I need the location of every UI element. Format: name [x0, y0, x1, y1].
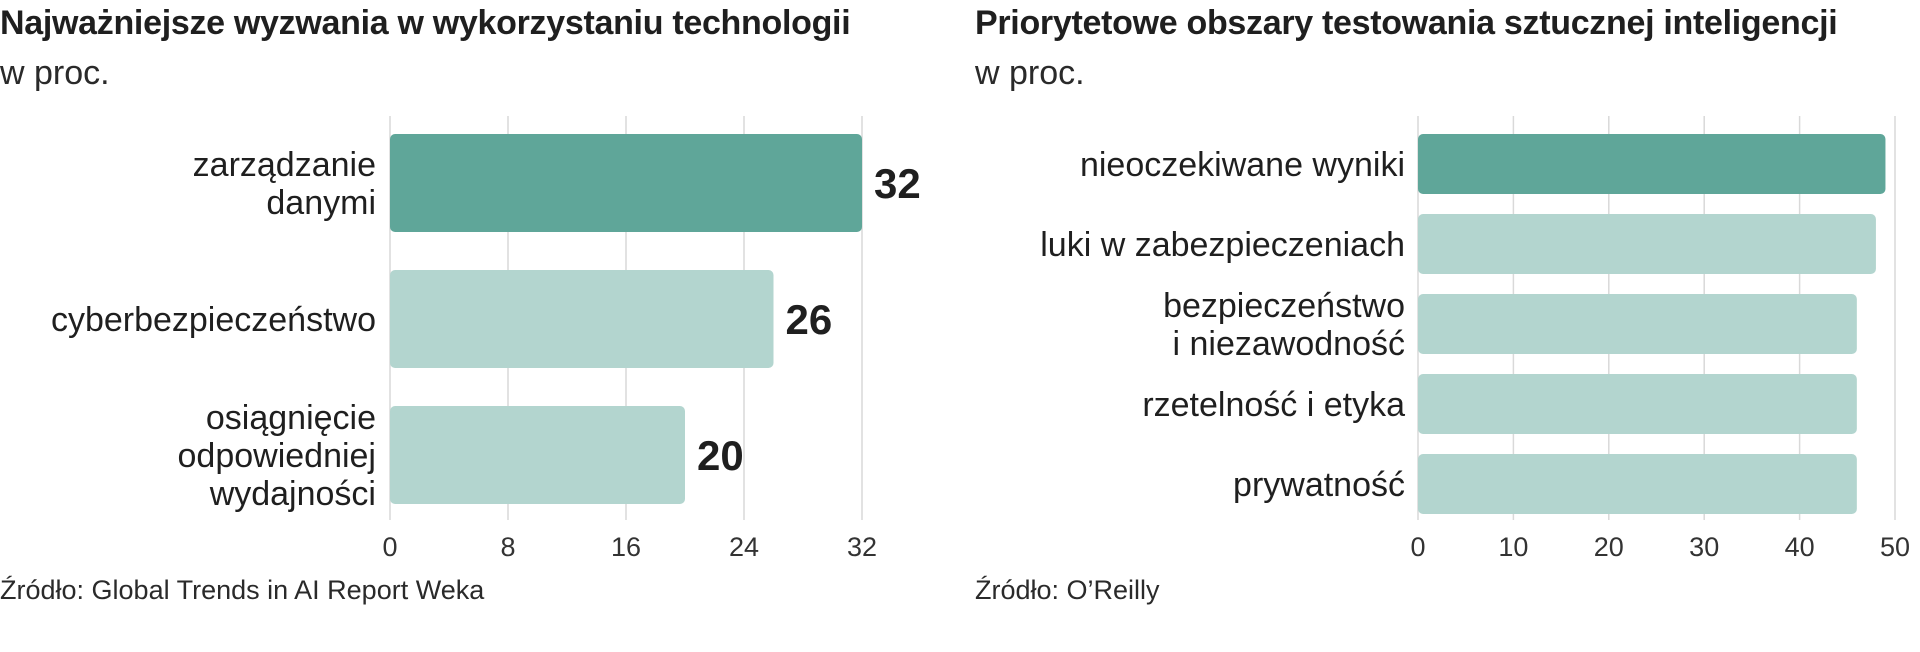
- chart-title: Najważniejsze wyzwania w wykorzystaniu t…: [0, 4, 851, 42]
- x-tick-label: 50: [1880, 532, 1910, 562]
- category-label: i niezawodność: [1173, 325, 1405, 363]
- bar: [390, 134, 862, 232]
- x-tick-label: 30: [1689, 532, 1719, 562]
- bar: [1418, 454, 1857, 514]
- x-tick-label: 20: [1594, 532, 1624, 562]
- x-tick-label: 16: [611, 532, 641, 562]
- value-label: 32: [874, 160, 921, 207]
- x-tick-label: 40: [1785, 532, 1815, 562]
- category-label: zarządzanie: [193, 146, 376, 184]
- category-label: osiągnięcie: [206, 399, 376, 437]
- chart-source: Źródło: Global Trends in AI Report Weka: [0, 575, 485, 605]
- bar: [1418, 374, 1857, 434]
- x-tick-label: 0: [1410, 532, 1425, 562]
- bar: [390, 406, 685, 504]
- category-label: prywatność: [1233, 466, 1405, 504]
- chart-subtitle: w proc.: [0, 54, 110, 92]
- x-tick-label: 32: [847, 532, 877, 562]
- category-label: danymi: [266, 184, 376, 222]
- chart-subtitle: w proc.: [975, 54, 1085, 92]
- category-label: bezpieczeństwo: [1163, 287, 1405, 325]
- chart-title: Priorytetowe obszary testowania sztuczne…: [975, 4, 1838, 42]
- bar: [1418, 294, 1857, 354]
- x-tick-label: 10: [1498, 532, 1528, 562]
- category-label: odpowiedniej: [178, 437, 377, 475]
- category-label: wydajności: [209, 475, 376, 513]
- category-label: nieoczekiwane wyniki: [1080, 146, 1405, 184]
- x-tick-label: 0: [382, 532, 397, 562]
- category-label: luki w zabezpieczeniach: [1040, 226, 1405, 264]
- value-label: 26: [786, 296, 833, 343]
- bar: [1418, 214, 1876, 274]
- chart-source: Źródło: O’Reilly: [975, 575, 1160, 605]
- chart-panel-challenges: Najważniejsze wyzwania w wykorzystaniu t…: [0, 4, 921, 605]
- bar: [1418, 134, 1886, 194]
- value-label: 20: [697, 432, 744, 479]
- bar: [390, 270, 774, 368]
- x-tick-label: 8: [500, 532, 515, 562]
- chart-panel-ai-testing: Priorytetowe obszary testowania sztuczne…: [975, 0, 1920, 652]
- category-label: cyberbezpieczeństwo: [51, 301, 376, 339]
- category-label: rzetelność i etyka: [1142, 386, 1405, 424]
- bar-chart-ai-testing: 0 10 20 30 40 50 nieoczekiwane wyniki luki w za…: [1040, 116, 1910, 562]
- x-tick-label: 24: [729, 532, 759, 562]
